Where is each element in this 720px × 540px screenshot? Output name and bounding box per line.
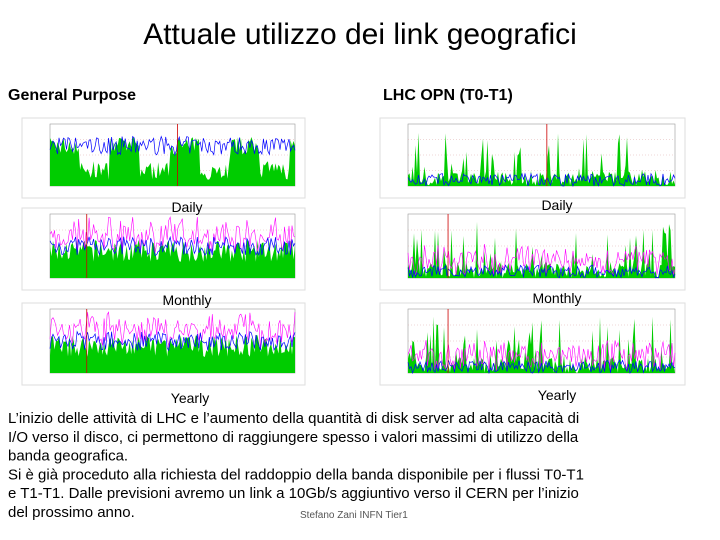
traffic-out bbox=[49, 330, 296, 352]
graph-caption: Monthly bbox=[162, 292, 211, 308]
traffic-peak bbox=[407, 340, 676, 372]
traffic-in bbox=[50, 239, 295, 278]
traffic-in bbox=[50, 334, 295, 373]
paragraph-line: I/O verso il disco, ci permettono di rag… bbox=[8, 429, 579, 446]
paragraph-line: del prossimo anno. bbox=[8, 504, 135, 521]
graph-caption: Daily bbox=[171, 199, 202, 215]
graph-caption: Monthly bbox=[532, 290, 581, 306]
graphs bbox=[21, 117, 686, 386]
column-heading: LHC OPN (T0-T1) bbox=[383, 87, 513, 104]
traffic-peak bbox=[49, 311, 296, 349]
graph-caption: Yearly bbox=[538, 387, 576, 403]
footer: Stefano Zani INFN Tier1 bbox=[300, 510, 408, 521]
slide-title: Attuale utilizzo dei link geografici bbox=[143, 18, 577, 51]
traffic-peak bbox=[407, 243, 676, 277]
traffic-out bbox=[49, 235, 296, 257]
traffic-peak bbox=[49, 216, 296, 254]
graph-caption: Yearly bbox=[171, 390, 209, 406]
traffic-out bbox=[407, 359, 676, 375]
paragraph-line: L’inizio delle attività di LHC e l’aumen… bbox=[8, 410, 579, 427]
traffic-out bbox=[407, 172, 676, 188]
paragraph-line: Si è già proceduto alla richiesta del ra… bbox=[8, 466, 584, 483]
traffic-in bbox=[50, 136, 295, 186]
paragraph-line: banda geografica. bbox=[8, 448, 128, 465]
traffic-out bbox=[407, 264, 676, 279]
traffic-in bbox=[408, 132, 675, 186]
traffic-out bbox=[49, 135, 296, 157]
column-heading: General Purpose bbox=[8, 87, 136, 104]
paragraph: L’inizio delle attività di LHC e l’aumen… bbox=[8, 410, 584, 521]
paragraph-line: e T1-T1. Dalle previsioni avremo un link… bbox=[8, 485, 579, 502]
graph-caption: Daily bbox=[541, 197, 572, 213]
